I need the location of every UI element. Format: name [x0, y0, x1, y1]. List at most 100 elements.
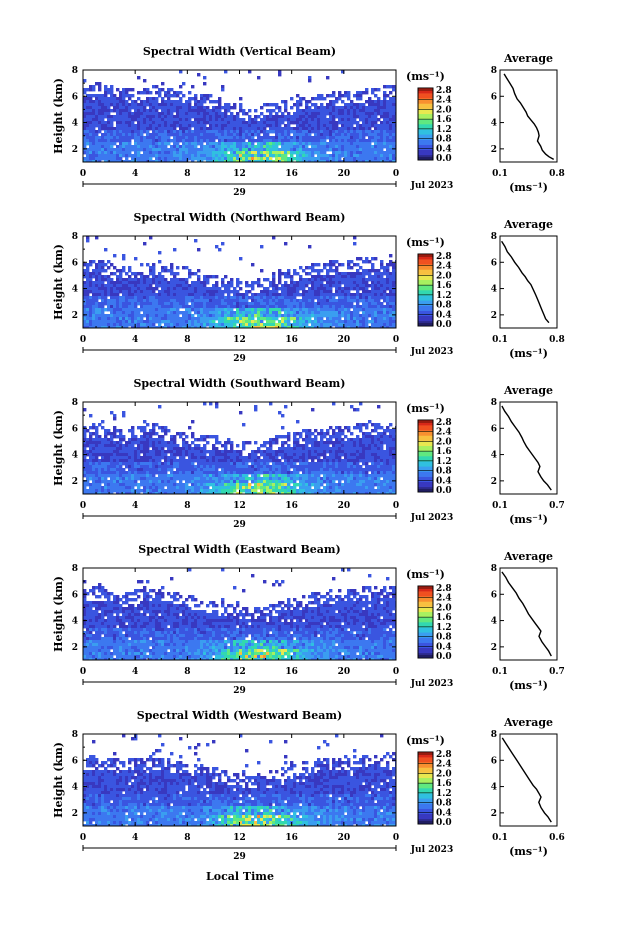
- heatmap-cell: [137, 477, 141, 481]
- heatmap-cell: [146, 468, 150, 472]
- heatmap-cell: [158, 317, 162, 321]
- heatmap-cell: [362, 106, 366, 110]
- heatmap-cell: [326, 290, 330, 294]
- heatmap-cell: [140, 127, 144, 131]
- heatmap-cell: [188, 284, 192, 288]
- heatmap-cell: [320, 118, 324, 122]
- heatmap-cell: [284, 130, 288, 134]
- heatmap-cell: [305, 151, 309, 155]
- heatmap-cell: [389, 287, 393, 291]
- heatmap-cell: [167, 305, 171, 309]
- heatmap-cell: [164, 136, 168, 140]
- heatmap-cell: [149, 459, 153, 463]
- heatmap-cell: [110, 157, 114, 161]
- heatmap-cell: [248, 124, 252, 128]
- heatmap-cell: [128, 118, 132, 122]
- heatmap-cell: [119, 456, 123, 460]
- heatmap-cell: [329, 100, 333, 104]
- heatmap-cell: [374, 281, 378, 285]
- heatmap-cell: [155, 100, 159, 104]
- heatmap-cell: [317, 160, 321, 162]
- heatmap-cell: [152, 269, 156, 273]
- heatmap-cell: [158, 154, 162, 158]
- heatmap-cell: [200, 308, 204, 312]
- heatmap-cell: [251, 145, 255, 149]
- heatmap-cell: [134, 106, 138, 110]
- heatmap-cell: [173, 106, 177, 110]
- heatmap-cell: [101, 293, 105, 297]
- heatmap-cell: [134, 296, 138, 300]
- heatmap-cell: [368, 314, 372, 318]
- heatmap-cell: [380, 317, 384, 321]
- heatmap-cell: [146, 133, 150, 137]
- heatmap-cell: [209, 302, 213, 306]
- heatmap-cell: [248, 139, 252, 143]
- heatmap-cell: [377, 278, 381, 282]
- heatmap-cell: [236, 278, 240, 282]
- heatmap-cell: [125, 88, 129, 92]
- heatmap-cell: [377, 88, 381, 92]
- heatmap-cell: [149, 290, 153, 294]
- heatmap-cell: [119, 450, 123, 454]
- heatmap-cell: [293, 305, 297, 309]
- heatmap-cell: [377, 97, 381, 101]
- heatmap-cell: [329, 127, 333, 131]
- heatmap-cell: [173, 296, 177, 300]
- heatmap-cell: [203, 154, 207, 158]
- heatmap-cell: [314, 317, 318, 321]
- heatmap-cell: [293, 157, 297, 161]
- heatmap-cell: [380, 305, 384, 309]
- heatmap-cell: [161, 287, 165, 291]
- heatmap-cell: [89, 160, 93, 162]
- heatmap-cell: [311, 323, 315, 327]
- heatmap-cell: [374, 326, 378, 328]
- heatmap-cell: [83, 272, 87, 276]
- heatmap-cell: [263, 139, 267, 143]
- heatmap-cell: [167, 103, 171, 107]
- heatmap-cell: [158, 281, 162, 285]
- heatmap-cell: [137, 145, 141, 149]
- heatmap-cell: [329, 115, 333, 119]
- heatmap-cell: [176, 278, 180, 282]
- heatmap-cell: [200, 97, 204, 101]
- heatmap-cell: [356, 142, 360, 146]
- heatmap-cell: [134, 462, 138, 466]
- heatmap-cell: [194, 112, 198, 116]
- heatmap-cell: [113, 157, 117, 161]
- heatmap-cell: [290, 275, 294, 279]
- heatmap-cell: [86, 106, 90, 110]
- heatmap-cell: [308, 79, 312, 83]
- heatmap-cell: [131, 450, 135, 454]
- heatmap-cell: [176, 106, 180, 110]
- heatmap-cell: [287, 145, 291, 149]
- heatmap-cell: [125, 477, 129, 481]
- colorbar-segment: [418, 149, 433, 156]
- heatmap-cell: [215, 287, 219, 291]
- heatmap-cell: [134, 293, 138, 297]
- heatmap-cell: [377, 124, 381, 128]
- heatmap-cell: [284, 133, 288, 137]
- heatmap-cell: [122, 293, 126, 297]
- heatmap-cell: [173, 317, 177, 321]
- heatmap-cell: [377, 118, 381, 122]
- heatmap-cell: [170, 121, 174, 125]
- heatmap-cell: [125, 100, 129, 104]
- heatmap-cell: [272, 284, 276, 288]
- heatmap-cell: [146, 100, 150, 104]
- heatmap-cell: [185, 160, 189, 162]
- heatmap-cell: [287, 302, 291, 306]
- heatmap-cell: [113, 489, 117, 493]
- heatmap-cell: [104, 109, 108, 113]
- heatmap-cell: [206, 139, 210, 143]
- heatmap-cell: [95, 438, 99, 442]
- heatmap-cell: [95, 444, 99, 448]
- heatmap-cell: [104, 462, 108, 466]
- heatmap-cell: [380, 290, 384, 294]
- heatmap-cell: [128, 109, 132, 113]
- heatmap-cell: [176, 157, 180, 161]
- heatmap-cell: [236, 320, 240, 324]
- heatmap-cell: [326, 272, 330, 276]
- heatmap-cell: [383, 115, 387, 119]
- heatmap-cell: [224, 290, 228, 294]
- heatmap-cell: [281, 308, 285, 312]
